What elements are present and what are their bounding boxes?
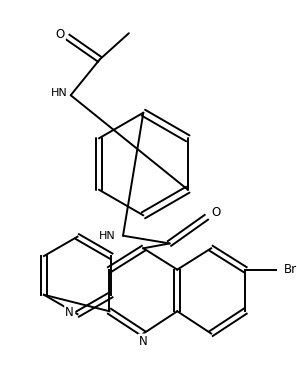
Text: HN: HN: [99, 231, 115, 241]
Text: O: O: [211, 206, 221, 219]
Text: N: N: [65, 306, 74, 319]
Text: HN: HN: [51, 88, 67, 98]
Text: O: O: [56, 28, 65, 41]
Text: Br: Br: [284, 263, 297, 276]
Text: N: N: [139, 335, 148, 348]
